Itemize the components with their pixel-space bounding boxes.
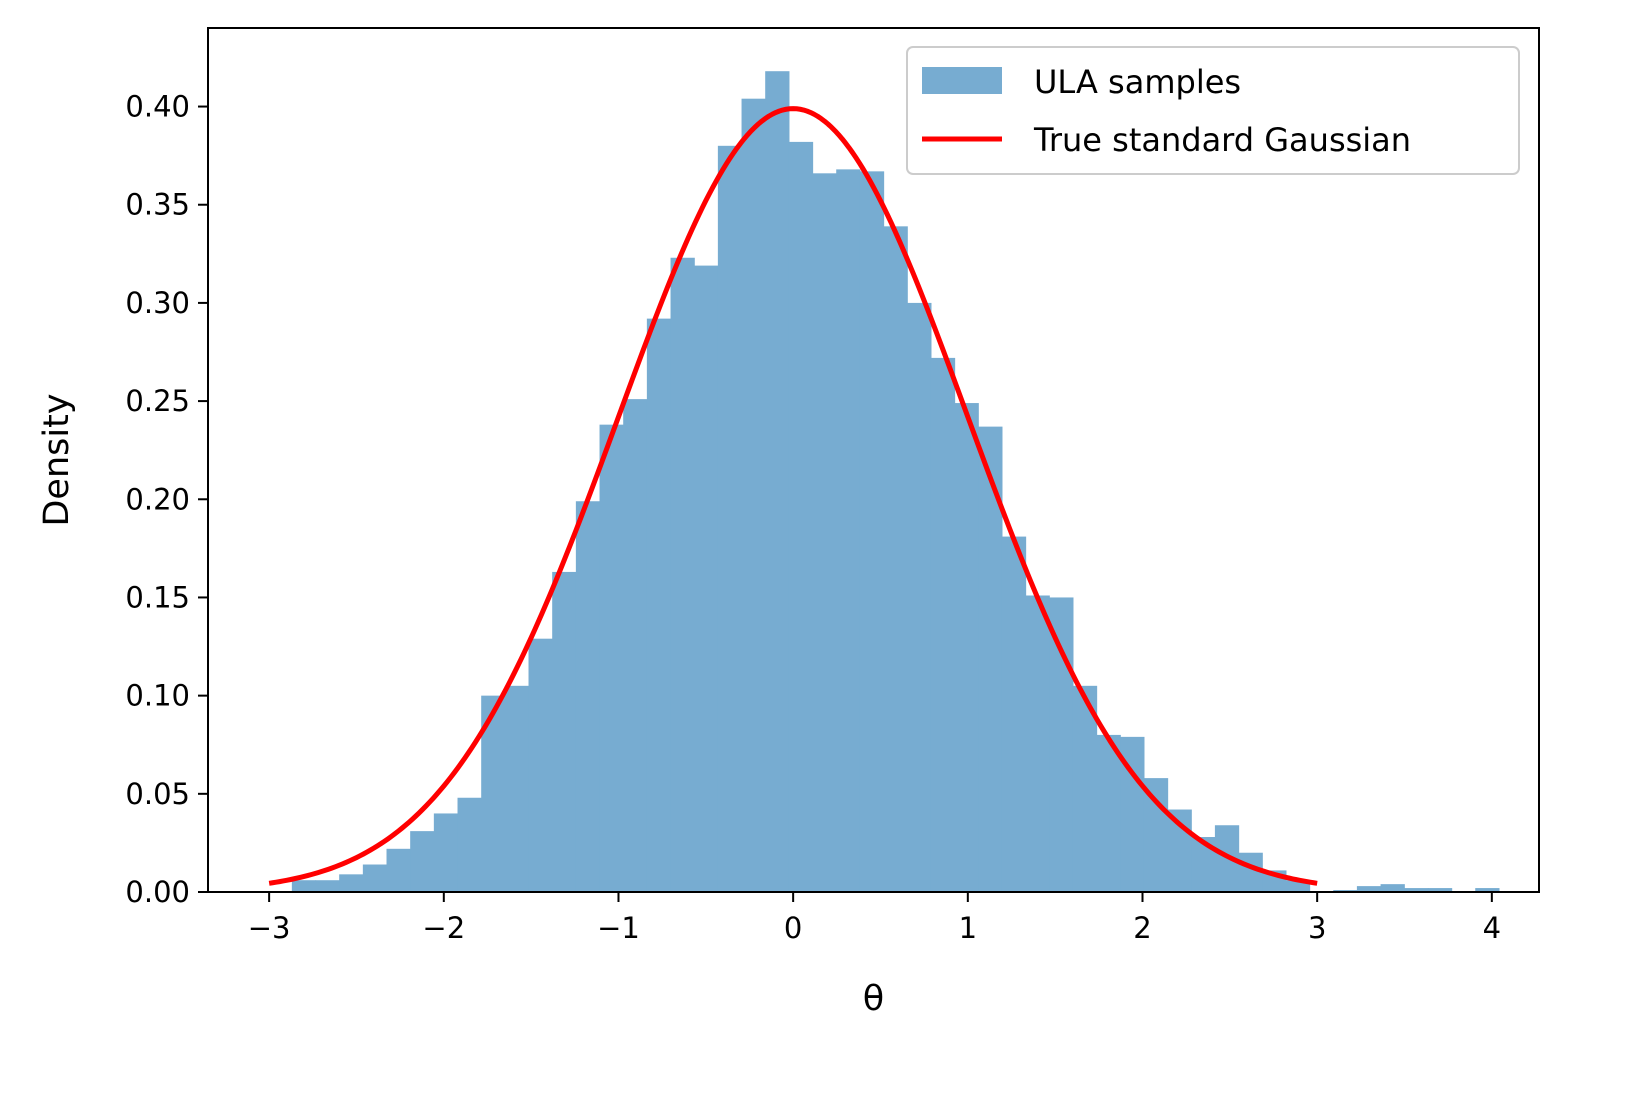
y-tick-label: 0.40 (125, 90, 190, 124)
x-tick-label: −2 (422, 911, 465, 945)
histogram-bar (741, 98, 766, 892)
y-tick-label: 0.30 (125, 286, 190, 320)
x-tick-label: −1 (597, 911, 640, 945)
y-tick-label: 0.25 (125, 384, 190, 418)
histogram-bar (859, 171, 885, 893)
histogram-bar (812, 173, 837, 892)
histogram-bar (1285, 880, 1311, 892)
histogram-bar (386, 848, 411, 892)
histogram-bar (836, 169, 861, 892)
histogram-bar (457, 797, 482, 892)
histogram-bar (433, 813, 459, 892)
legend-box (906, 46, 1520, 175)
legend-label-true-gaussian: True standard Gaussian (1033, 121, 1411, 159)
histogram-bar (315, 880, 340, 892)
histogram-bar (1356, 886, 1382, 892)
x-tick-label: −3 (248, 911, 291, 945)
histogram-bar (907, 302, 932, 892)
plot-frame (207, 27, 1540, 893)
histogram-bar (788, 141, 814, 892)
histogram-bar (1143, 778, 1169, 892)
histogram-bar (765, 71, 790, 892)
x-axis-ticks: −3 −2 −1 0 1 2 3 4 (248, 892, 1501, 945)
histogram-bar (362, 864, 388, 892)
legend-label-ula-samples: ULA samples (1034, 63, 1241, 101)
histogram-bar (670, 257, 695, 892)
y-axis-ticks: 0.00 0.05 0.10 0.15 0.20 0.25 0.30 0.35 0.40 (125, 90, 208, 909)
histogram-bar (1001, 536, 1027, 892)
x-tick-label: 2 (1133, 911, 1151, 945)
histogram-bar (1380, 884, 1405, 892)
histogram-bar (504, 685, 530, 892)
histogram-bar (1096, 734, 1121, 892)
histogram-bar (291, 880, 317, 892)
histogram-bar (1072, 685, 1098, 892)
histogram-bar (883, 226, 908, 892)
histogram-bar (646, 318, 672, 892)
histogram-bar (954, 403, 979, 892)
histogram-bar (410, 831, 435, 892)
histogram-bar (1427, 888, 1453, 892)
y-tick-label: 0.35 (125, 188, 190, 222)
x-tick-label: 0 (784, 911, 802, 945)
y-tick-label: 0.05 (125, 777, 190, 811)
y-tick-label: 0.00 (125, 875, 190, 909)
y-tick-label: 0.10 (125, 679, 190, 713)
x-axis-label: θ (863, 979, 884, 1019)
histogram-bar (1049, 597, 1074, 892)
y-axis-label: Density (37, 393, 77, 526)
histogram-bar (623, 399, 648, 892)
histogram-bars (291, 71, 1500, 893)
histogram-bar (1025, 595, 1050, 892)
histogram-bar (930, 357, 956, 892)
x-tick-label: 4 (1483, 911, 1501, 945)
histogram-bar (1238, 852, 1263, 892)
legend-swatch-ula-samples (922, 67, 1002, 94)
y-tick-label: 0.15 (125, 580, 190, 614)
histogram-bar (717, 145, 743, 892)
gaussian-curve (268, 106, 1318, 886)
histogram-bar (599, 424, 624, 892)
x-tick-label: 3 (1308, 911, 1326, 945)
histogram-bar (694, 265, 719, 893)
histogram-bar (575, 501, 601, 892)
legend: ULA samples True standard Gaussian (906, 46, 1520, 175)
x-tick-label: 1 (959, 911, 977, 945)
histogram-bar (1475, 888, 1500, 892)
histogram-bar (552, 571, 577, 892)
histogram-bar (339, 874, 364, 892)
y-tick-label: 0.20 (125, 482, 190, 516)
histogram-bar (528, 638, 553, 892)
histogram-bar (1404, 888, 1429, 892)
